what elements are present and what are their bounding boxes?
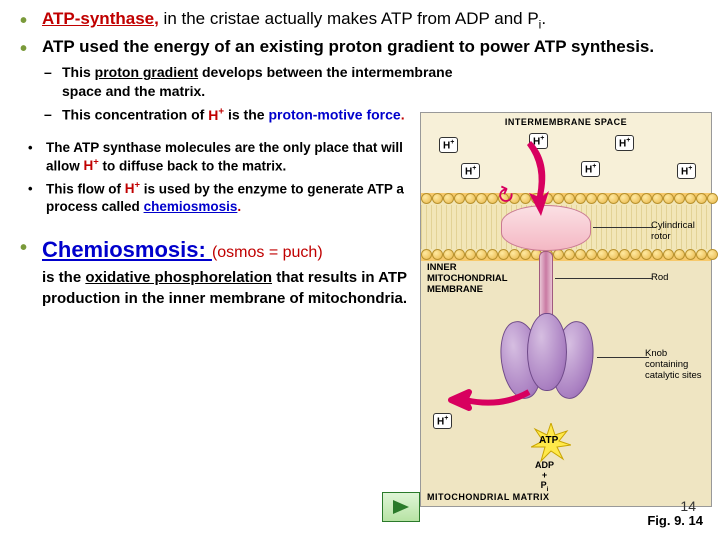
text: .: [541, 9, 546, 28]
proton-flow-arrow-icon: [521, 141, 571, 231]
phospholipid-row: [421, 249, 711, 261]
label-adp-pi: ADP+Pi: [535, 461, 554, 494]
text: This flow of: [46, 181, 125, 196]
bullet-only-place: The ATP synthase molecules are the only …: [20, 139, 420, 176]
text: in the cristae actually makes ATP from A…: [159, 9, 539, 28]
next-slide-button[interactable]: [382, 492, 420, 522]
proton-exit-arrow-icon: [451, 388, 531, 417]
term-chemiosmosis: chemiosmosis: [144, 199, 238, 214]
etymology: (osmos = puch): [212, 244, 323, 261]
chemi-definition: is the oxidative phosphorelation that re…: [42, 268, 442, 309]
bullet-atp-synthase: ATP-synthase, in the cristae actually ma…: [20, 8, 700, 32]
text: ATP used the energy of an existing proto…: [42, 37, 654, 56]
leader-line: [555, 278, 653, 279]
bullet-flow: This flow of H+ is used by the enzyme to…: [20, 180, 420, 217]
bullet-concentration: This concentration of H+ is the proton-m…: [20, 105, 420, 125]
h-plus-ion: H+: [615, 135, 634, 151]
figure-number: Fig. 9. 14: [647, 513, 703, 528]
bullet-list-sub: This proton gradient develops between th…: [20, 63, 420, 124]
bullet-list-small: The ATP synthase molecules are the only …: [20, 139, 420, 217]
label-intermembrane: INTERMEMBRANE SPACE: [421, 117, 711, 127]
label-rotor: Cylindrical rotor: [651, 221, 705, 243]
term-proton-gradient: proton gradient: [95, 64, 198, 80]
h-plus: H+: [208, 107, 224, 123]
label-matrix: MITOCHONDRIAL MATRIX: [427, 492, 550, 502]
term-atp-synthase: ATP-synthase,: [42, 9, 159, 28]
h-plus-ion: H+: [581, 161, 600, 177]
term-pmf: proton-motive force: [268, 107, 400, 123]
atp-synthase-diagram: INTERMEMBRANE SPACE H+ H+ H+ H+ H+ H+ ↻ …: [420, 112, 712, 507]
h-plus-ion: H+: [439, 137, 458, 153]
knob-lobe: [527, 313, 567, 391]
bullet-energy: ATP used the energy of an existing proto…: [20, 36, 700, 59]
text: is the: [224, 107, 268, 123]
label-knob: Knob containing catalytic sites: [645, 349, 705, 382]
text: to diffuse back to the matrix.: [99, 158, 287, 173]
term-chemiosmosis-heading: Chemiosmosis:: [42, 237, 212, 262]
leader-line: [597, 357, 649, 358]
bullet-list: ATP-synthase, in the cristae actually ma…: [20, 8, 700, 59]
play-icon: [391, 498, 411, 516]
leader-line: [593, 227, 653, 228]
label-atp: ATP: [539, 435, 558, 446]
label-rod: Rod: [651, 273, 705, 284]
text: This concentration of: [62, 107, 208, 123]
label-inner-membrane: INNER MITOCHONDRIAL MEMBRANE: [427, 263, 503, 296]
h-plus-ion: H+: [461, 163, 480, 179]
bullet-gradient: This proton gradient develops between th…: [20, 63, 420, 101]
h-plus-ion: H+: [677, 163, 696, 179]
slide-number: 14: [680, 498, 696, 514]
rod: [539, 251, 553, 321]
h-plus-ion: H+: [433, 413, 452, 429]
text: This: [62, 64, 95, 80]
